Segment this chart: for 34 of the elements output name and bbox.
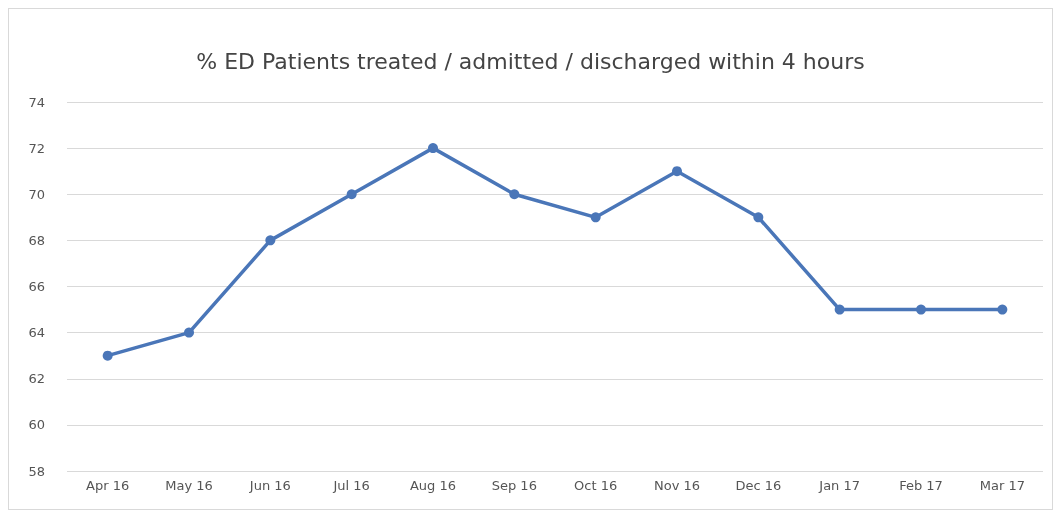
x-tick-label: Jul 16 — [332, 478, 370, 493]
point — [509, 189, 520, 200]
x-tick-label: Jan 17 — [818, 478, 861, 493]
point — [672, 166, 682, 177]
y-tick-label: 68 — [28, 232, 45, 248]
x-tick-label: Nov 16 — [653, 478, 701, 493]
x-tick-label: Feb 17 — [899, 478, 943, 493]
y-tick-label: 58 — [28, 463, 45, 479]
y-tick-label: 64 — [28, 325, 45, 341]
x-tick-label: May 16 — [165, 478, 213, 493]
y-tick-label: 66 — [28, 279, 45, 294]
y-tick-label: 70 — [28, 186, 45, 202]
x-tick-label: Sep 16 — [491, 478, 537, 493]
point — [346, 189, 357, 200]
x-tick-label: Jun 16 — [248, 478, 291, 493]
chart-title: % ED Patients treated / admitted / discharged within 4 hours — [196, 48, 865, 74]
x-tick-label: Apr 16 — [86, 478, 130, 493]
y-tick-label: 60 — [28, 417, 45, 433]
point — [916, 304, 926, 315]
x-tick-label: Mar 17 — [979, 478, 1025, 493]
point — [184, 327, 194, 338]
point — [428, 143, 438, 154]
y-tick-label: 62 — [28, 371, 45, 387]
point — [590, 212, 601, 223]
x-tick-label: Dec 16 — [735, 478, 782, 493]
point — [834, 304, 845, 315]
x-tick-label: Aug 16 — [409, 478, 457, 493]
point — [753, 212, 764, 223]
point — [102, 350, 113, 361]
x-tick-label: Oct 16 — [574, 478, 618, 493]
point — [997, 304, 1008, 315]
y-tick-label: 72 — [28, 140, 45, 156]
y-tick-label: 74 — [28, 94, 45, 110]
point — [265, 235, 276, 246]
